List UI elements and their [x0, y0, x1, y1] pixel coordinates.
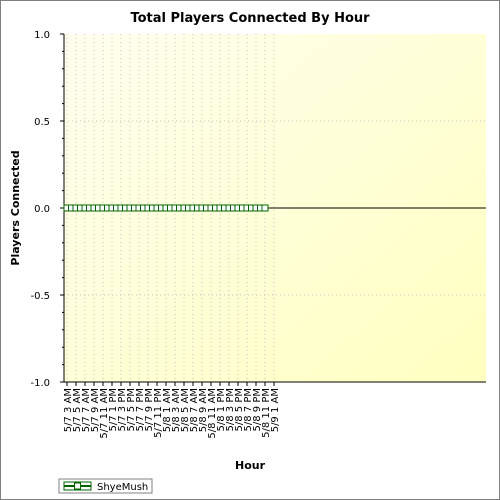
x-tick-label: 5/7 11 AM — [99, 388, 110, 439]
x-tick-label: 5/8 9 AM — [198, 388, 209, 432]
x-tick-label: 5/7 3 PM — [117, 388, 128, 431]
legend-label: ShyeMush — [97, 482, 148, 493]
x-tick-label: 5/7 5 AM — [72, 388, 83, 432]
x-tick-label: 5/8 7 AM — [189, 388, 200, 432]
x-tick-label: 5/7 5 PM — [126, 388, 137, 431]
x-tick-label: 5/8 3 PM — [225, 388, 236, 431]
series-layer — [63, 204, 269, 212]
y-tick-label: -1.0 — [30, 378, 50, 389]
y-axis-label: Players Connected — [9, 150, 22, 265]
y-tick-label: 0.5 — [34, 117, 50, 128]
y-tick-label: 1.0 — [34, 30, 50, 41]
x-tick-label: 5/8 7 PM — [243, 388, 254, 431]
data-point — [261, 204, 269, 212]
x-tick-label: 5/9 1 AM — [270, 388, 281, 432]
x-tick-label: 5/8 11 PM — [261, 388, 272, 438]
x-tick-label: 5/8 3 AM — [171, 388, 182, 432]
x-tick-label: 5/7 3 AM — [63, 388, 74, 432]
x-tick-label: 5/7 9 AM — [90, 388, 101, 432]
x-tick-label: 5/8 1 AM — [162, 388, 173, 432]
x-tick-label: 5/7 7 PM — [135, 388, 146, 431]
x-tick-label: 5/8 5 PM — [234, 388, 245, 431]
axes: 1.0 0.5 0.0 -0.5 -1.0 5/7 3 AM5/7 5 AM5/7 7 A… — [30, 30, 486, 439]
legend: ShyeMush — [58, 478, 153, 494]
x-tick-label: 5/7 11 PM — [153, 388, 164, 438]
x-tick-label: 5/7 1 PM — [108, 388, 119, 431]
chart-title: Total Players Connected By Hour — [130, 11, 370, 26]
y-tick-label: -0.5 — [30, 291, 50, 302]
x-tick-label: 5/8 11 AM — [207, 388, 218, 439]
x-tick-label: 5/8 9 PM — [252, 388, 263, 431]
x-tick-label: 5/7 7 AM — [81, 388, 92, 432]
x-tick-label: 5/8 5 AM — [180, 388, 191, 432]
x-tick-label: 5/8 1 PM — [216, 388, 227, 431]
legend-marker — [74, 482, 81, 490]
x-tick-label: 5/7 9 PM — [144, 388, 155, 431]
x-axis-label: Hour — [235, 459, 266, 472]
y-tick-label: 0.0 — [34, 204, 50, 215]
